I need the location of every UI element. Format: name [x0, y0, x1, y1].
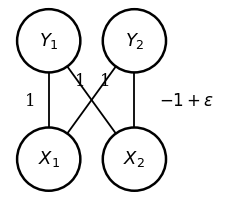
Text: $Y_1$: $Y_1$	[39, 31, 58, 51]
Circle shape	[102, 9, 165, 72]
Text: $X_1$: $X_1$	[37, 149, 59, 169]
Text: 1: 1	[74, 73, 85, 90]
Text: 1: 1	[25, 93, 35, 111]
Text: 1: 1	[99, 73, 110, 90]
Circle shape	[17, 9, 80, 72]
Circle shape	[17, 128, 80, 191]
Text: $X_2$: $X_2$	[123, 149, 145, 169]
Text: $Y_2$: $Y_2$	[124, 31, 144, 51]
Circle shape	[102, 128, 165, 191]
Text: $-1+\epsilon$: $-1+\epsilon$	[158, 93, 213, 111]
